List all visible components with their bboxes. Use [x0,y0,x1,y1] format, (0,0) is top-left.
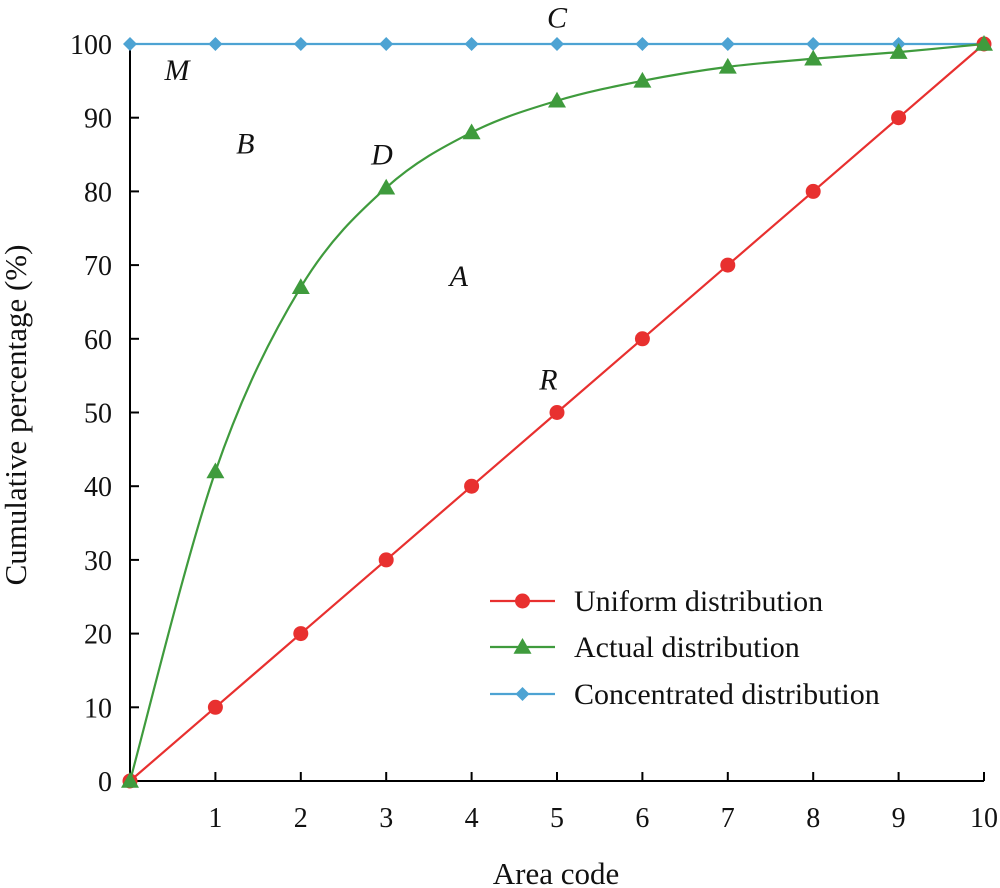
x-tick-label: 5 [550,803,564,834]
data-point [293,37,308,51]
data-point [548,91,566,108]
annotation-label: R [538,363,557,396]
legend-item: Uniform distribution [490,585,823,618]
data-point [123,37,137,51]
x-tick-label: 1 [208,803,222,834]
annotation-label: M [163,54,191,87]
y-tick-label: 50 [84,399,112,430]
legend: Uniform distribution Actual distribution C… [490,585,880,711]
legend-label: Actual distribution [574,631,800,664]
annotation-label: D [370,139,393,172]
y-tick-label: 60 [84,325,112,356]
y-tick-label: 0 [98,767,112,798]
data-point [208,37,223,51]
data-point [718,57,737,74]
y-tick-label: 40 [84,472,112,503]
data-point [291,278,310,294]
data-point [464,37,479,51]
legend-label: Uniform distribution [574,585,823,618]
data-point [720,37,735,51]
legend-item: Actual distribution [490,631,800,664]
series-diamond [123,37,991,51]
data-point [804,49,823,66]
data-point [121,772,139,788]
data-point [635,37,650,51]
data-point [377,178,396,195]
x-tick-label: 9 [892,803,906,834]
data-point [464,478,480,494]
annotations: C M B D A R [163,1,568,396]
y-tick-label: 90 [84,104,112,135]
data-point [549,405,565,420]
x-tick-label: 6 [635,803,649,834]
y-tick-label: 70 [84,251,112,282]
data-point [378,552,394,568]
data-point [805,183,821,199]
legend-marker [515,687,530,701]
y-tick-label: 100 [70,30,112,61]
data-point [891,110,907,126]
data-point [975,35,993,51]
x-tick-label: 10 [970,803,998,834]
series-triangle [121,35,993,788]
x-tick-label: 7 [721,803,735,834]
data-point [633,71,652,88]
axes: 0 10 20 30 40 50 60 70 80 90 100 1 2 3 4 5 6 7 8 9 10 [70,30,998,834]
y-axis-title: Cumulative percentage (%) [0,245,33,586]
annotation-label: B [236,127,254,160]
legend-marker [513,638,532,654]
data-point [806,37,821,51]
data-point [207,699,223,715]
series-circle [122,36,992,789]
data-point [379,37,394,51]
y-tick-label: 80 [84,177,112,208]
series-group [121,35,993,789]
data-point [889,43,908,59]
legend-label: Concentrated distribution [574,678,880,711]
data-point [720,257,736,273]
x-tick-label: 8 [806,803,820,834]
annotation-label: A [448,260,469,293]
data-point [206,462,225,479]
x-tick-label: 3 [379,803,393,834]
y-tick-label: 10 [84,693,112,724]
data-point [634,331,650,347]
data-point [462,123,481,140]
x-axis-title: Area code [493,856,620,888]
annotation-label: C [547,1,568,34]
x-tick-label: 4 [465,803,479,834]
x-tick-label: 2 [294,803,308,834]
data-point [293,626,309,642]
y-tick-label: 30 [84,546,112,577]
y-tick-label: 20 [84,620,112,651]
legend-marker [515,593,530,609]
data-point [550,37,564,51]
legend-item: Concentrated distribution [490,678,880,711]
